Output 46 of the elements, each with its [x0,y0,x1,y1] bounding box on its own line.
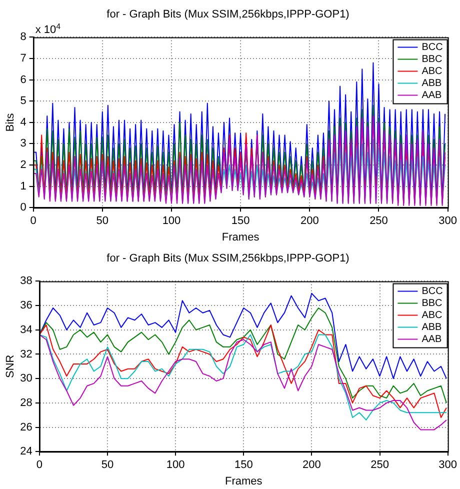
y-axis-title: Bits [4,112,17,132]
x-tick-label: 250 [370,459,389,472]
x-tick-label: 200 [300,215,319,228]
legend-label: ABC [422,66,442,77]
legend-label: BBC [422,54,442,65]
legend-label: BCC [422,286,443,297]
y-tick-label: 36 [20,300,32,312]
y-tick-label: 28 [20,396,32,409]
y-tick-label: 0 [20,202,26,214]
x-axis-title: Frames [222,231,260,244]
x-tick-label: 300 [438,215,458,228]
x-tick-label: 0 [36,459,42,472]
legend-label: AAB [422,334,442,345]
chart-title: for - Graph Bits (Mux SSIM,256kbps,IPPP-GOP1) [106,8,350,21]
x-tick-label: 50 [96,215,109,228]
y-axis-title: SNR [4,354,17,378]
x-tick-label: 50 [101,459,114,472]
legend-label: ABB [422,322,442,333]
x-tick-label: 250 [370,215,388,228]
x-tick-label: 100 [162,215,181,228]
y-tick-label: 3 [20,138,26,150]
y-tick-label: 38 [20,275,32,288]
y-tick-label: 8 [20,31,26,44]
x-axis-title: Frames [224,475,263,488]
y-tick-label: 6 [20,74,26,86]
legend-label: BCC [422,42,443,53]
x-tick-label: 150 [234,459,253,472]
y-tick-label: 7 [20,52,26,65]
x-tick-label: 200 [302,459,321,472]
x-tick-label: 150 [231,215,250,228]
x-tick-label: 100 [166,459,185,472]
legend-label: ABB [422,78,442,89]
y-tick-label: 2 [20,159,26,172]
y-tick-label: 5 [20,95,26,108]
y-tick-label: 4 [20,116,26,128]
y-tick-label: 24 [20,446,32,458]
legend-label: AAB [422,90,442,101]
y-tick-label: 1 [20,180,26,192]
legend-label: ABC [422,310,442,321]
y-tick-label: 34 [20,324,32,336]
legend-label: BBC [422,298,442,309]
x-tick-label: 300 [438,459,458,472]
y-tick-label: 26 [20,421,32,434]
y-tick-label: 30 [20,372,32,385]
y-tick-label: 32 [20,348,32,360]
chart-title: for - Graph Bits (Mux SSIM,256kbps,IPPP-GOP1) [106,252,350,265]
